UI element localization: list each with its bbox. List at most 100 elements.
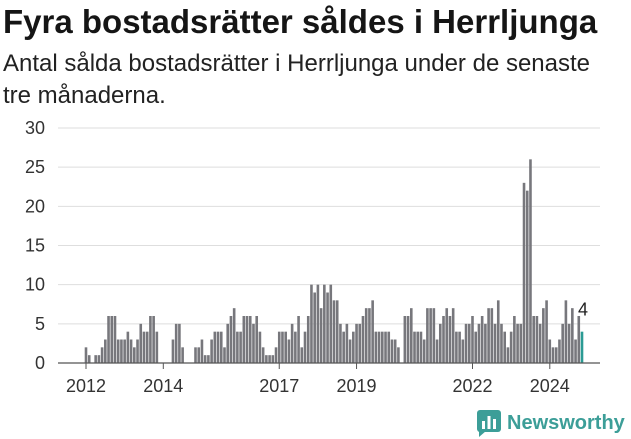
- bar-2024-06: [564, 300, 568, 363]
- bar-2018-07: [335, 300, 339, 363]
- bar-2023-01: [509, 331, 513, 363]
- bar-2023-06: [525, 190, 529, 363]
- bar-2020-06: [409, 308, 413, 363]
- bar-2013-04: [133, 347, 136, 363]
- bar-2021-06: [448, 316, 452, 363]
- y-tick-label: 5: [35, 314, 45, 334]
- bar-2020-09: [419, 331, 423, 363]
- bar-2017-08: [300, 347, 304, 363]
- bar-2012-06: [100, 347, 104, 363]
- bar-2024-04: [558, 339, 561, 363]
- x-tick-label: 2017: [259, 376, 299, 396]
- bar-2020-02: [397, 347, 400, 363]
- bar-2016-12: [274, 347, 278, 363]
- bar-2024-09: [574, 339, 577, 363]
- bar-2019-09: [381, 331, 384, 363]
- bar-2023-04: [519, 323, 523, 363]
- x-tick-label: 2022: [452, 376, 492, 396]
- x-tick-label: 2014: [143, 376, 183, 396]
- bar-2022-09: [496, 300, 500, 363]
- bar-2023-11: [542, 308, 545, 363]
- y-tick-label: 15: [25, 236, 45, 256]
- bar-2021-03: [438, 323, 442, 363]
- bar-2016-01: [239, 331, 242, 363]
- bar-2019-02: [358, 323, 362, 363]
- bar-2013-05: [136, 339, 139, 363]
- bar-2017-01: [277, 331, 281, 363]
- bar-2023-02: [513, 316, 516, 363]
- bar-2015-04: [210, 339, 213, 363]
- bar-2012-10: [113, 316, 117, 363]
- x-axis: 2012 2014 2017 2019 2022 2024: [58, 362, 600, 396]
- bar-2016-09: [265, 355, 268, 363]
- bar-2021-08: [455, 331, 458, 363]
- bar-2022-03: [477, 323, 481, 363]
- x-tick-label: 2012: [66, 376, 106, 396]
- bar-2019-04: [364, 308, 368, 363]
- bar-2022-10: [500, 323, 503, 363]
- bar-2024-08: [571, 308, 574, 363]
- bar-2020-11: [426, 308, 429, 363]
- bar-2012-07: [104, 339, 107, 363]
- bar-2021-11: [464, 323, 468, 363]
- bar-2016-03: [245, 316, 249, 363]
- bar-2022-11: [503, 331, 507, 363]
- bar-2012-11: [116, 339, 120, 363]
- bar-2013-02: [126, 331, 130, 363]
- bar-2018-11: [348, 339, 352, 363]
- bar-2016-08: [261, 347, 265, 363]
- bar-2021-07: [451, 308, 455, 363]
- bar-2024-03: [554, 347, 558, 363]
- bar-2019-01: [355, 323, 358, 363]
- bar-2014-06: [178, 323, 181, 363]
- bar-2021-01: [432, 308, 436, 363]
- bar-2022-07: [490, 308, 494, 363]
- bar-2017-09: [303, 331, 307, 363]
- bar-2015-05: [213, 331, 217, 363]
- bar-2022-04: [480, 316, 484, 363]
- bar-2016-11: [271, 355, 275, 363]
- bar-2015-11: [232, 308, 236, 363]
- y-tick-label: 0: [35, 353, 45, 373]
- bar-2016-10: [268, 355, 271, 363]
- bar-2020-04: [403, 316, 407, 363]
- bar-2013-07: [142, 331, 146, 363]
- bar-2013-11: [155, 331, 159, 363]
- bar-2023-09: [535, 316, 539, 363]
- bar-2013-03: [129, 339, 133, 363]
- bar-2019-08: [377, 331, 381, 363]
- bar-2012-09: [110, 316, 114, 363]
- bar-2017-12: [313, 292, 316, 363]
- bar-2022-02: [474, 331, 478, 363]
- bar-2012-08: [107, 316, 110, 363]
- bar-2021-12: [467, 323, 471, 363]
- bar-2020-08: [416, 331, 420, 363]
- y-tick-label: 30: [25, 118, 45, 138]
- bar-2014-07: [181, 347, 184, 363]
- bar-2023-12: [545, 300, 548, 363]
- bar-2024-11: [580, 331, 584, 363]
- bar-2023-03: [516, 323, 519, 363]
- bar-2019-11: [387, 331, 391, 363]
- chart-title: Fyra bostadsrätter såldes i Herrljunga: [3, 3, 598, 40]
- bar-2017-02: [281, 331, 284, 363]
- bar-2021-05: [445, 308, 449, 363]
- bar-2019-05: [368, 308, 371, 363]
- bar-2014-11: [194, 347, 197, 363]
- bar-value-label: 4: [578, 300, 588, 320]
- bar-2015-09: [226, 323, 230, 363]
- bar-2020-07: [413, 331, 416, 363]
- bar-2024-07: [567, 323, 571, 363]
- bar-2020-05: [406, 316, 410, 363]
- bar-2016-07: [258, 331, 262, 363]
- bar-2012-02: [87, 355, 91, 363]
- bar-2013-08: [145, 331, 149, 363]
- bar-2014-05: [174, 323, 178, 363]
- bar-2018-06: [332, 300, 336, 363]
- bar-2019-07: [374, 331, 378, 363]
- bar-2017-04: [287, 339, 291, 363]
- bar-2015-10: [229, 316, 233, 363]
- bar-labels: 4: [578, 300, 588, 320]
- bar-2015-01: [200, 339, 204, 363]
- bar-2015-06: [216, 331, 220, 363]
